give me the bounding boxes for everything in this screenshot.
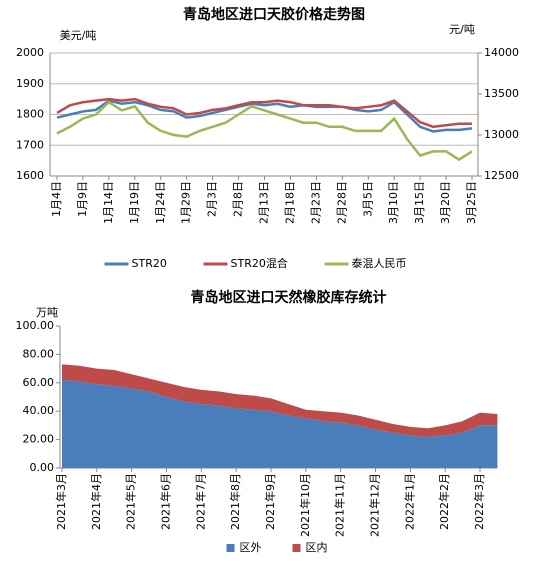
x-tick-label: 2月13日 (258, 181, 271, 224)
y-tick-label: 60.00 (23, 376, 55, 389)
x-tick-label: 3月10日 (387, 181, 400, 224)
x-tick-label: 1月24日 (154, 181, 167, 224)
series-line (56, 99, 473, 133)
x-tick-label: 1月14日 (102, 181, 115, 224)
y2-tick-label: 14000 (484, 46, 519, 59)
chart-title: 青岛地区进口天然橡胶库存统计 (191, 289, 387, 306)
y-tick-label: 20.00 (23, 433, 55, 446)
legend-label: STR20 (132, 257, 167, 270)
x-tick-label: 2022年3月 (472, 473, 486, 530)
y-tick-label: 1700 (16, 138, 44, 151)
x-tick-label: 1月4日 (50, 181, 63, 217)
x-tick-label: 1月29日 (180, 181, 193, 224)
x-tick-label: 2021年6月 (159, 473, 173, 530)
x-tick-label: 3月5日 (361, 181, 374, 217)
x-tick-label: 2月8日 (232, 181, 245, 217)
x-tick-label: 2月23日 (309, 181, 322, 224)
x-tick-label: 2月28日 (335, 181, 348, 224)
x-tick-label: 2021年9月 (263, 473, 277, 530)
x-tick-label: 2022年2月 (437, 473, 451, 530)
series-area (62, 364, 498, 437)
x-tick-label: 2021年7月 (193, 473, 207, 530)
y-axis-label: 万吨 (36, 306, 58, 319)
x-tick-label: 2021年10月 (298, 473, 312, 537)
y-tick-label: 1600 (16, 169, 44, 182)
y-tick-label: 1900 (16, 77, 44, 90)
y-tick-label: 2000 (16, 46, 44, 59)
x-tick-label: 1月19日 (128, 181, 141, 224)
x-tick-label: 2021年5月 (124, 473, 138, 530)
y2-tick-label: 12500 (484, 169, 519, 182)
y-tick-label: 40.00 (23, 404, 55, 417)
y-axis-label: 美元/吨 (60, 29, 97, 42)
x-tick-label: 3月20日 (439, 181, 452, 224)
chart-title: 青岛地区进口天胶价格走势图 (183, 6, 365, 23)
legend-label: 泰混人民币 (352, 256, 407, 270)
x-tick-label: 2021年12月 (368, 473, 382, 537)
legend-label: 区外 (240, 541, 262, 554)
x-tick-label: 2021年3月 (54, 473, 68, 530)
y2-axis-label: 元/吨 (449, 23, 475, 36)
y-tick-label: 100.00 (16, 319, 55, 332)
y2-tick-label: 13000 (484, 128, 519, 141)
series-line (56, 97, 472, 129)
y2-tick-label: 13500 (484, 87, 519, 100)
x-tick-label: 2021年8月 (228, 473, 242, 530)
series-area (62, 379, 498, 468)
legend-swatch (292, 544, 301, 552)
legend-label: 区内 (306, 540, 328, 554)
x-tick-label: 2月3日 (206, 181, 219, 217)
legend-swatch (226, 544, 235, 552)
y-tick-label: 1800 (16, 108, 44, 121)
x-tick-label: 2022年1月 (402, 473, 416, 530)
y-tick-label: 0.00 (30, 461, 55, 474)
x-tick-label: 2月18日 (283, 181, 296, 224)
legend-label: STR20混合 (231, 256, 288, 270)
x-tick-label: 3月25日 (465, 181, 478, 224)
x-tick-label: 2021年11月 (333, 473, 347, 537)
x-tick-label: 1月9日 (76, 181, 89, 217)
y-tick-label: 80.00 (23, 347, 55, 360)
x-tick-label: 3月15日 (413, 181, 426, 224)
series-line (56, 100, 473, 162)
x-tick-label: 2021年4月 (89, 473, 103, 530)
